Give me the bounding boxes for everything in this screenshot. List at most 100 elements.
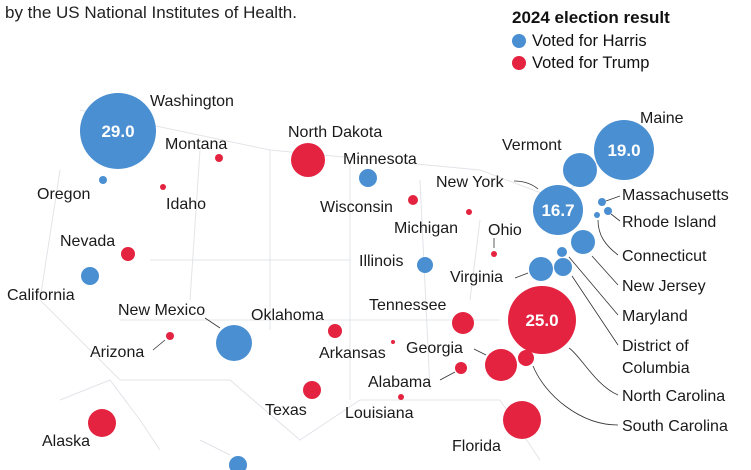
bubble-maryland xyxy=(557,247,567,257)
label-oklahoma: Oklahoma xyxy=(251,307,324,324)
label-wisconsin: Wisconsin xyxy=(320,199,393,216)
leader-line-georgia xyxy=(473,348,487,356)
bubble-alaska xyxy=(88,409,116,437)
bubble-vermont xyxy=(563,153,597,187)
bubble-illinois xyxy=(417,257,433,273)
leader-line-south-carolina xyxy=(532,365,619,426)
label-new-jersey: New Jersey xyxy=(622,278,706,295)
label-louisiana: Louisiana xyxy=(345,405,414,422)
bubble-district-of-columbia xyxy=(554,258,572,276)
state-borders xyxy=(39,109,641,461)
label-alabama: Alabama xyxy=(368,374,431,391)
label-tennessee: Tennessee xyxy=(369,297,446,314)
label-illinois: Illinois xyxy=(359,253,403,270)
leader-line-rhode-island xyxy=(610,213,621,222)
bubble-ohio xyxy=(491,251,497,257)
bubble-minnesota xyxy=(359,169,377,187)
leader-line-north-carolina xyxy=(568,347,619,396)
bubble-georgia xyxy=(485,349,517,381)
leader-line-alabama xyxy=(439,371,456,381)
leader-line-arizona xyxy=(152,339,166,351)
legend-title: 2024 election result xyxy=(512,8,670,27)
label-district-of-columbia: Columbia xyxy=(622,360,690,377)
label-north-dakota: North Dakota xyxy=(288,124,382,141)
trump-dot-icon xyxy=(512,56,526,70)
label-connecticut: Connecticut xyxy=(622,248,707,265)
bubble-oregon xyxy=(99,176,107,184)
bubble-texas xyxy=(303,381,321,399)
bubble-virginia xyxy=(529,257,553,281)
subtitle: by the US National Institutes of Health. xyxy=(5,3,297,22)
leader-line-massachusetts xyxy=(605,195,621,202)
bubbles: 29.0 25.0 16.7 19.0 xyxy=(80,93,654,470)
bubble-south-carolina xyxy=(518,350,534,366)
label-california: California xyxy=(7,287,75,304)
bubble-wisconsin xyxy=(408,195,418,205)
bubble-washington xyxy=(80,93,156,169)
label-alaska: Alaska xyxy=(42,433,90,450)
label-michigan: Michigan xyxy=(394,220,458,237)
label-montana: Montana xyxy=(165,136,227,153)
bubble-nevada xyxy=(121,247,135,261)
legend-item-harris: Voted for Harris xyxy=(512,30,670,52)
bubble-oklahoma xyxy=(328,324,342,338)
value-new-york: 16.7 xyxy=(541,201,574,220)
label-florida: Florida xyxy=(452,438,501,455)
leader-lines xyxy=(152,180,621,426)
legend-item-trump: Voted for Trump xyxy=(512,52,670,74)
bubble-new-jersey xyxy=(571,230,595,254)
bubble-arizona xyxy=(166,332,174,340)
label-maine: Maine xyxy=(640,110,684,127)
label-texas: Texas xyxy=(265,402,307,419)
leader-line-new-york xyxy=(513,180,539,190)
label-washington: Washington xyxy=(150,93,234,110)
bubble-louisiana xyxy=(398,394,404,400)
label-rhode-island: Rhode Island xyxy=(622,214,716,231)
value-north-carolina: 25.0 xyxy=(525,311,558,330)
bubble-california xyxy=(81,267,99,285)
label-massachusetts: Massachusetts xyxy=(622,187,729,204)
harris-dot-icon xyxy=(512,34,526,48)
bubble-hawaii xyxy=(229,456,247,470)
label-idaho: Idaho xyxy=(166,196,206,213)
bubble-north-carolina xyxy=(508,286,576,354)
label-arkansas: Arkansas xyxy=(319,345,386,362)
legend-label: Voted for Trump xyxy=(532,53,650,72)
bubble-rhode-island xyxy=(604,207,612,215)
legend-label: Voted for Harris xyxy=(532,31,647,50)
label-district-of-columbia: District of xyxy=(622,338,689,355)
bubble-north-dakota xyxy=(291,143,325,177)
label-new-mexico: New Mexico xyxy=(118,302,205,319)
bubble-alabama xyxy=(455,362,467,374)
label-vermont: Vermont xyxy=(502,137,562,154)
bubble-idaho xyxy=(160,184,166,190)
bubble-arkansas xyxy=(391,340,395,344)
bubble-maine xyxy=(594,120,654,180)
leader-line-district-of-columbia xyxy=(571,275,619,346)
bubble-florida xyxy=(503,401,541,439)
bubble-tennessee xyxy=(452,312,474,334)
label-georgia: Georgia xyxy=(406,340,463,357)
legend: 2024 election result Voted for Harris Vo… xyxy=(512,8,670,74)
label-ohio: Ohio xyxy=(488,222,522,239)
label-arizona: Arizona xyxy=(90,344,144,361)
label-oregon: Oregon xyxy=(37,186,90,203)
leader-line-new-mexico xyxy=(204,317,221,329)
state-labels: Washington Oregon Idaho Montana North Dakota… xyxy=(7,93,729,455)
bubble-massachusetts xyxy=(598,198,606,206)
label-maryland: Maryland xyxy=(622,308,688,325)
label-north-carolina: North Carolina xyxy=(622,388,725,405)
bubble-new-mexico xyxy=(216,325,252,361)
leader-line-connecticut xyxy=(597,219,619,256)
value-washington: 29.0 xyxy=(101,122,134,141)
bubble-michigan xyxy=(466,209,472,215)
label-nevada: Nevada xyxy=(60,233,115,250)
leader-line-virginia xyxy=(514,272,529,279)
label-south-carolina: South Carolina xyxy=(622,418,728,435)
bubble-new-york xyxy=(533,185,583,235)
label-virginia: Virginia xyxy=(450,269,503,286)
leader-line-new-jersey xyxy=(591,255,619,286)
bubble-montana xyxy=(215,154,223,162)
leader-line-maryland xyxy=(568,256,619,316)
